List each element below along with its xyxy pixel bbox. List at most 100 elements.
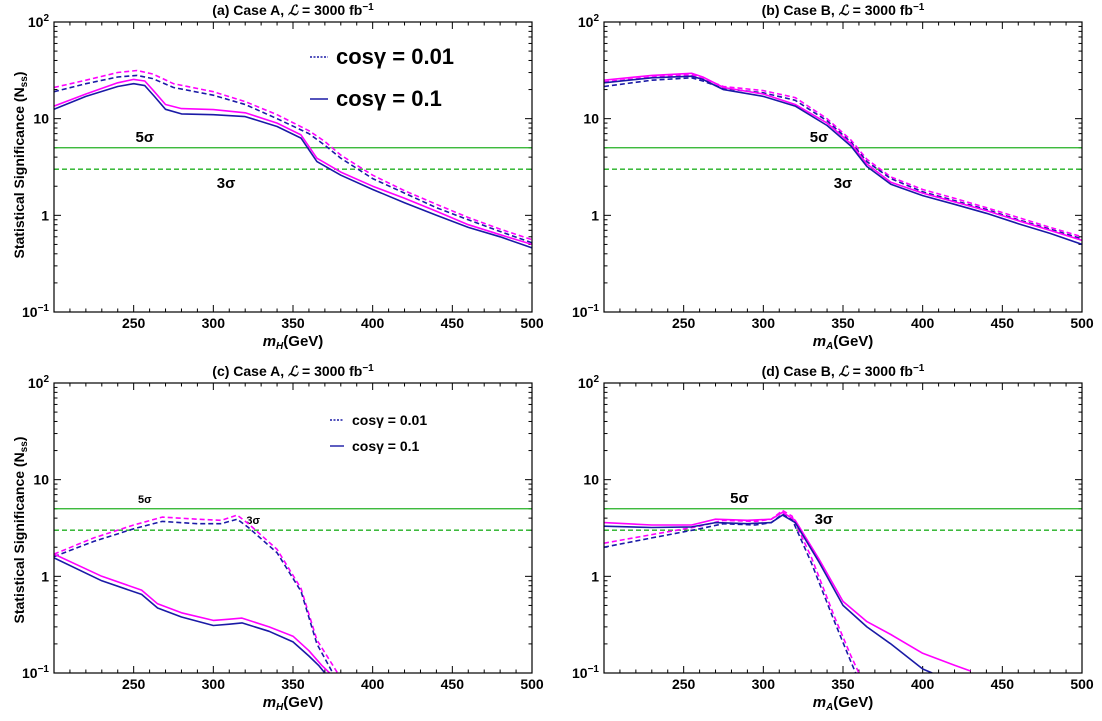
y-tick-label: 102	[28, 374, 50, 391]
series-line-magenta-solid	[604, 72, 1082, 242]
x-tick-label: 400	[911, 676, 935, 692]
series-line-blue-solid	[54, 557, 326, 673]
x-label-symbol: m	[813, 333, 826, 350]
title-superscript: −1	[362, 363, 374, 374]
series-line-magenta-solid	[604, 511, 971, 672]
x-tick-label: 250	[122, 315, 146, 331]
y-tick-label: 10−1	[572, 303, 599, 320]
title-part: ℒ	[839, 3, 850, 19]
y-tick-label: 10−1	[572, 664, 599, 681]
y-tick-base: 10	[578, 14, 594, 30]
legend-label: cosγ = 0.01	[336, 44, 454, 69]
title-part: ℒ	[288, 364, 299, 380]
legend-label: cosγ = 0.1	[352, 438, 420, 454]
x-tick-label: 400	[361, 315, 385, 331]
x-tick-label: 350	[281, 315, 305, 331]
series-line-blue-solid	[604, 514, 933, 673]
x-tick-label: 400	[911, 315, 935, 331]
x-tick-label: 300	[752, 676, 776, 692]
five-sigma-label: 5σ	[136, 129, 155, 146]
y-axis-label-bottom: Statistical Significance (Nss)	[11, 437, 30, 624]
y-label-text: Statistical Significance (N	[11, 452, 27, 623]
y-tick-label: 1	[41, 568, 49, 584]
y-tick-base: 1	[41, 207, 49, 223]
x-label-symbol: m	[813, 694, 826, 711]
title-superscript: −1	[913, 2, 925, 13]
x-tick-label: 500	[520, 315, 544, 331]
x-axis-label: mH(GeV)	[263, 333, 324, 352]
y-tick-label: 10	[583, 472, 599, 488]
x-tick-label: 250	[122, 676, 146, 692]
y-tick-label: 1	[591, 207, 599, 223]
three-sigma-label: 3σ	[217, 175, 236, 192]
y-tick-label: 10	[33, 111, 49, 127]
series-line-blue-solid	[54, 82, 532, 249]
y-tick-base: 10	[583, 111, 599, 127]
three-sigma-label: 3σ	[834, 175, 853, 192]
x-tick-label: 350	[831, 676, 855, 692]
y-tick-exponent: 2	[43, 13, 49, 24]
x-label-subscript: A	[825, 702, 833, 713]
x-tick-label: 400	[361, 676, 385, 692]
series-line-blue-dashed	[54, 518, 334, 673]
tick-marks	[604, 21, 1083, 313]
legend-label: cosγ = 0.01	[352, 412, 427, 428]
x-label-unit: (GeV)	[283, 694, 323, 711]
x-tick-label: 250	[672, 676, 696, 692]
x-axis-label: mH(GeV)	[263, 694, 324, 713]
y-tick-label: 10−1	[22, 664, 49, 681]
title-part: (c) Case A,	[212, 363, 288, 379]
series-line-magenta-dashed	[604, 73, 1082, 238]
x-tick-label: 450	[441, 315, 465, 331]
title-part: = 3000 fb	[849, 2, 913, 18]
y-tick-base: 10	[28, 375, 44, 391]
title-part: ℒ	[288, 3, 299, 19]
title-part: (d) Case B,	[762, 363, 839, 379]
legend-label: cosγ = 0.1	[336, 86, 442, 111]
y-tick-exponent: −1	[38, 664, 50, 675]
plot-frame	[603, 382, 1083, 674]
x-axis-label: mA(GeV)	[813, 333, 874, 352]
three-sigma-label: 3σ	[815, 511, 834, 528]
x-tick-label: 350	[281, 676, 305, 692]
y-tick-base: 1	[591, 207, 599, 223]
title-part: = 3000 fb	[849, 363, 913, 379]
y-tick-exponent: −1	[588, 664, 600, 675]
y-label-subscript: ss	[19, 76, 30, 88]
x-tick-label: 450	[991, 315, 1015, 331]
y-tick-label: 102	[578, 374, 600, 391]
x-tick-label: 350	[831, 315, 855, 331]
x-label-unit: (GeV)	[283, 333, 323, 350]
x-label-unit: (GeV)	[833, 333, 873, 350]
y-tick-exponent: 2	[593, 374, 599, 385]
title-part: (a) Case A,	[212, 2, 288, 18]
y-tick-base: 1	[591, 568, 599, 584]
y-tick-label: 102	[578, 13, 600, 30]
y-label-text: Statistical Significance (N	[11, 87, 27, 258]
y-tick-label: 1	[591, 568, 599, 584]
tick-marks	[604, 382, 1083, 674]
panel-title: (c) Case A, ℒ = 3000 fb−1	[212, 363, 374, 380]
y-tick-base: 10	[28, 14, 44, 30]
series-line-blue-dashed	[604, 513, 857, 673]
panel-title: (a) Case A, ℒ = 3000 fb−1	[212, 2, 374, 19]
five-sigma-label: 5σ	[730, 490, 749, 507]
y-label-close: )	[11, 72, 27, 77]
x-tick-label: 300	[752, 315, 776, 331]
panel-title: (b) Case B, ℒ = 3000 fb−1	[762, 2, 925, 19]
series-line-magenta-dashed	[54, 514, 339, 673]
x-label-subscript: A	[825, 341, 833, 352]
x-label-symbol: m	[263, 694, 276, 711]
y-tick-base: 10	[572, 665, 588, 681]
x-tick-label: 500	[1070, 676, 1094, 692]
series-line-blue-solid	[604, 75, 1082, 246]
series-line-blue-dashed	[54, 74, 532, 244]
title-part: ℒ	[839, 364, 850, 380]
y-tick-base: 10	[33, 472, 49, 488]
y-label-subscript: ss	[19, 441, 30, 453]
x-tick-label: 500	[520, 676, 544, 692]
